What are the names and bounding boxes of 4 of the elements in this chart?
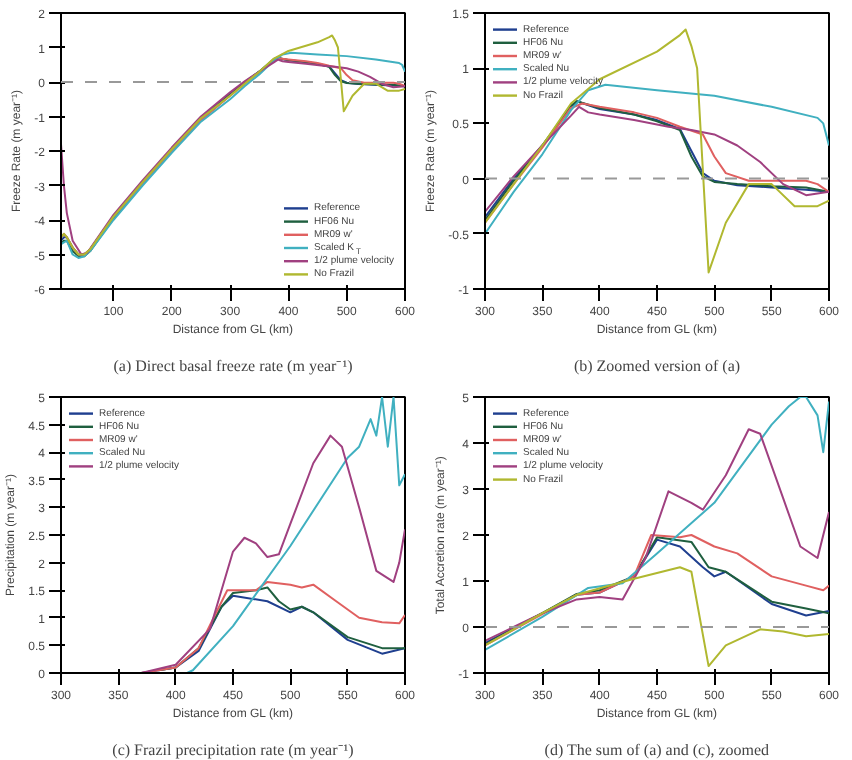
text: (c) Frazil precipitation rate (m year⁻¹)	[112, 741, 355, 759]
text: (a) Direct basal freeze rate (m year⁻¹)	[113, 357, 354, 375]
text: (d) The sum of (a) and (c), zoomed	[544, 741, 770, 759]
text: (b) Zoomed version of (a)	[573, 357, 741, 375]
